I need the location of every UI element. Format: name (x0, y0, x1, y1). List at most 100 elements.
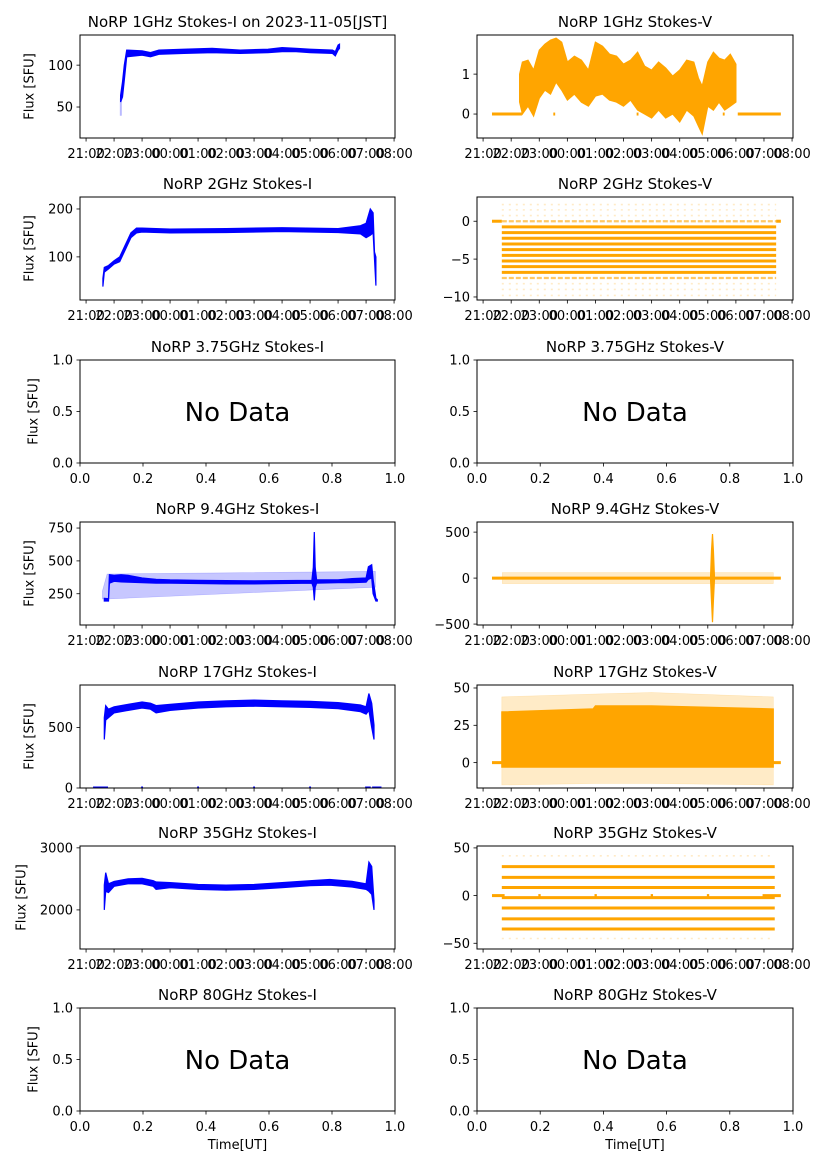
x-tick-label: 04:00 (661, 797, 698, 812)
data-band-sparse (102, 571, 376, 600)
x-tick-label: 00:00 (549, 634, 586, 649)
x-tick-label: 02:00 (605, 958, 642, 973)
panel-norp-35ghz-stokes-v: NoRP 35GHz Stokes-V21:0022:0023:0000:000… (443, 824, 811, 973)
x-tick-label: 0.6 (259, 472, 280, 487)
x-tick-label: 04:00 (661, 147, 698, 162)
plot-area (102, 531, 378, 602)
y-axis-label: Flux [SFU] (27, 1026, 42, 1093)
x-tick-label: 05:00 (291, 147, 328, 162)
x-tick-label: 23:00 (521, 309, 558, 324)
x-tick-label: 22:00 (95, 797, 132, 812)
no-data-label: No Data (185, 398, 291, 428)
x-tick-label: 06:00 (717, 147, 754, 162)
x-tick-label: 06:00 (319, 634, 356, 649)
x-tick-label: 07:00 (745, 147, 782, 162)
x-tick-label: 04:00 (263, 147, 300, 162)
x-tick-label: 0.8 (719, 472, 740, 487)
data-band (103, 531, 378, 602)
x-tick-label: 23:00 (521, 797, 558, 812)
x-tick-label: 0.8 (322, 1120, 343, 1135)
x-tick-label: 04:00 (661, 958, 698, 973)
y-axis-label: Flux [SFU] (27, 378, 42, 445)
x-tick-label: 23:00 (123, 958, 160, 973)
x-tick-label: 21:00 (67, 147, 104, 162)
axes-frame (476, 34, 794, 139)
x-tick-label: 05:00 (689, 634, 726, 649)
x-tick-label: 0.6 (259, 1120, 280, 1135)
panel-norp-80ghz-stokes-i: NoRP 80GHz Stokes-I 0.0 0.2 0.4 0.6 0.8 1.0 0.0… (27, 986, 406, 1153)
x-tick-label: 08:00 (375, 309, 412, 324)
x-tick-label: 0.4 (593, 472, 614, 487)
x-tick-label: 08:00 (375, 958, 412, 973)
x-tick-label: 0.0 (70, 472, 91, 487)
x-tick-label: 21:00 (67, 634, 104, 649)
x-tick-label: 0.2 (133, 472, 154, 487)
x-tick-label: 02:00 (605, 309, 642, 324)
panel-norp-17ghz-stokes-i: NoRP 17GHz Stokes-I21:0022:0023:0000:000… (23, 663, 413, 812)
axes-frame (476, 521, 794, 626)
x-tick-label: 23:00 (123, 147, 160, 162)
x-tick-label: 02:00 (605, 634, 642, 649)
x-tick-label: 1.0 (385, 472, 406, 487)
x-tick-label: 02:00 (207, 309, 244, 324)
x-tick-label: 01:00 (577, 309, 614, 324)
plot-title: NoRP 3.75GHz Stokes-V (546, 338, 725, 356)
x-tick-label: 01:00 (577, 147, 614, 162)
x-tick-label: 00:00 (549, 797, 586, 812)
y-tick-label: 500 (48, 555, 73, 570)
x-tick-label: 04:00 (263, 309, 300, 324)
x-tick-label: 0.0 (467, 472, 488, 487)
axes-frame (79, 196, 396, 301)
x-tick-label: 1.0 (783, 1120, 804, 1135)
y-tick-label: 50 (56, 101, 73, 116)
x-tick-label: 0.8 (719, 1120, 740, 1135)
x-tick-label: 01:00 (179, 958, 216, 973)
x-tick-label: 22:00 (492, 797, 529, 812)
x-tick-label: 08:00 (375, 147, 412, 162)
x-tick-label: 04:00 (263, 634, 300, 649)
x-tick-label: 02:00 (207, 634, 244, 649)
x-tick-label: 00:00 (151, 634, 188, 649)
x-tick-label: 00:00 (549, 309, 586, 324)
x-tick-label: 03:00 (633, 147, 670, 162)
y-tick-label: 0.0 (52, 1105, 73, 1120)
plot-title: NoRP 80GHz Stokes-I (158, 986, 317, 1004)
plot-title: NoRP 2GHz Stokes-I (163, 175, 312, 193)
y-tick-label: 1.0 (52, 354, 73, 369)
x-tick-label: 00:00 (151, 309, 188, 324)
x-tick-label: 21:00 (67, 958, 104, 973)
x-tick-label: 03:00 (633, 797, 670, 812)
data-band (103, 860, 375, 910)
x-tick-label: 01:00 (577, 797, 614, 812)
y-tick-label: 100 (48, 251, 73, 266)
x-tick-label: 0.2 (530, 472, 551, 487)
y-tick-label: 0.5 (52, 1053, 73, 1068)
x-tick-label: 01:00 (179, 797, 216, 812)
y-tick-label: −500 (434, 618, 470, 633)
x-tick-label: 21:00 (464, 797, 501, 812)
panel-norp-1ghz-stokes-i: NoRP 1GHz Stokes-I on 2023-11-05[JST] 21:… (23, 13, 413, 162)
panel-norp-9-4ghz-stokes-i: NoRP 9.4GHz Stokes-I 21:0022:0023:0000:00… (23, 500, 413, 649)
y-tick-label: 500 (48, 721, 73, 736)
x-tick-label: 0.4 (593, 1120, 614, 1135)
plot-area (102, 207, 377, 287)
plot-area (491, 37, 781, 136)
data-band (501, 705, 774, 768)
x-tick-label: 02:00 (605, 797, 642, 812)
axes-frame (476, 196, 794, 301)
x-tick-label: 0.2 (530, 1120, 551, 1135)
x-tick-label: 05:00 (689, 147, 726, 162)
x-tick-label: 03:00 (633, 634, 670, 649)
plot-title: NoRP 17GHz Stokes-V (553, 663, 718, 681)
x-tick-label: 03:00 (235, 958, 272, 973)
x-tick-label: 00:00 (151, 958, 188, 973)
y-tick-label: 2000 (40, 904, 73, 919)
x-tick-label: 03:00 (235, 634, 272, 649)
x-tick-label: 22:00 (492, 309, 529, 324)
y-tick-label: 50 (453, 842, 470, 857)
plot-title: NoRP 80GHz Stokes-V (553, 986, 718, 1004)
y-tick-label: −10 (443, 291, 470, 306)
panel-norp-9-4ghz-stokes-v: NoRP 9.4GHz Stokes-V 21:0022:0023:0000:00… (434, 500, 811, 649)
x-tick-label: 00:00 (151, 147, 188, 162)
